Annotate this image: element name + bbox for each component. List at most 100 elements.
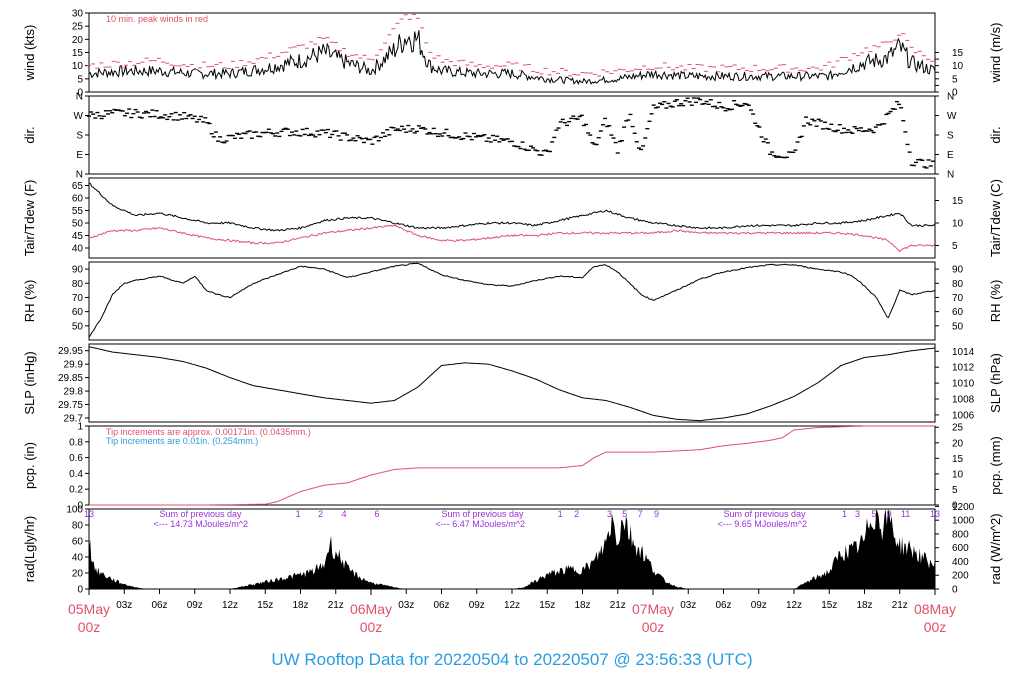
sun-marker-label: 5: [622, 509, 627, 519]
wind-right-tick-label: 5: [952, 74, 958, 85]
radiation-right-tick-label: 1000: [952, 516, 975, 527]
direction-right-tick-label: W: [947, 111, 957, 122]
daily-total-value: <--- 9.65 MJoules/m^2: [718, 519, 808, 529]
x-tick-label: 09z: [469, 600, 485, 611]
wind-left-tick-label: 15: [72, 48, 84, 59]
temperature-left-tick-label: 45: [72, 231, 84, 242]
sun-marker-label: 3: [607, 509, 612, 519]
x-tick-label: 09z: [751, 600, 767, 611]
x-tick-label: 18z: [292, 600, 308, 611]
sea-level-pressure-series-SLP: [88, 346, 936, 422]
radiation-left-tick-label: 40: [72, 553, 84, 564]
wind-right-tick-label: 10: [952, 61, 964, 72]
x-tick-label: 18z: [574, 600, 590, 611]
sun-marker-label: 9: [887, 509, 892, 519]
temperature-series-Tdew: [88, 224, 936, 253]
radiation-left-tick-label: 0: [77, 585, 83, 596]
relative-humidity-right-axis-label: RH (%): [988, 280, 1003, 323]
relative-humidity-left-tick-label: 60: [72, 307, 84, 318]
precipitation-right-tick-label: 15: [952, 454, 964, 465]
daily-total-value: <--- 6.47 MJoules/m^2: [436, 519, 526, 529]
relative-humidity-right-tick-label: 80: [952, 279, 964, 290]
x-tick-label: 15z: [821, 600, 837, 611]
x-tick-label: 06z: [433, 600, 449, 611]
x-tick-label: 12z: [222, 600, 238, 611]
sea-level-pressure-right-tick-label: 1008: [952, 394, 975, 405]
relative-humidity-left-tick-label: 90: [72, 265, 84, 276]
sun-marker-label: 4: [341, 509, 346, 519]
relative-humidity-right-tick-label: 70: [952, 293, 964, 304]
precipitation-right-tick-label: 0: [952, 501, 958, 512]
x-tick-label: 21z: [610, 600, 626, 611]
sea-level-pressure-left-axis-label: SLP (inHg): [22, 351, 37, 414]
x-tick-label: 15z: [539, 600, 555, 611]
relative-humidity-left-axis-label: RH (%): [22, 280, 37, 323]
radiation-left-tick-label: 60: [72, 537, 84, 548]
x-date-label: 00z: [924, 619, 947, 635]
temperature-right-tick-label: 15: [952, 196, 964, 207]
sun-marker-label: 11: [901, 509, 910, 519]
direction-right-axis-label: dir.: [988, 126, 1003, 143]
precipitation-right-tick-label: 20: [952, 438, 964, 449]
sea-level-pressure-left-tick-label: 29.75: [58, 400, 83, 411]
direction-left-tick-label: S: [76, 131, 83, 142]
sun-marker-label: 9: [654, 509, 659, 519]
x-tick-label: 09z: [187, 600, 203, 611]
daily-total-label: Sum of previous day: [442, 509, 525, 519]
sun-marker-label: 1: [558, 509, 563, 519]
x-date-label: 00z: [360, 619, 383, 635]
wind-right-axis-label: wind (m/s): [988, 23, 1003, 84]
radiation-left-tick-label: 100: [66, 505, 83, 516]
precipitation-left-tick-label: 0.6: [69, 453, 83, 464]
wind-left-tick-label: 20: [72, 35, 84, 46]
x-tick-label: 21z: [328, 600, 344, 611]
radiation-area: [89, 509, 935, 589]
x-date-label: 06May: [350, 601, 392, 617]
sea-level-pressure-left-tick-label: 29.7: [64, 413, 84, 424]
wind-left-tick-label: 0: [77, 88, 83, 99]
x-tick-label: 12z: [786, 600, 802, 611]
precipitation-left-tick-label: 0.8: [69, 437, 83, 448]
precipitation-right-tick-label: 5: [952, 485, 958, 496]
direction-right-tick-label: S: [947, 131, 954, 142]
sun-marker-label: 2: [574, 509, 579, 519]
x-tick-label: 03z: [398, 600, 414, 611]
temperature-left-tick-label: 50: [72, 219, 84, 230]
daily-total-label: Sum of previous day: [160, 509, 243, 519]
temperature-right-tick-label: 5: [952, 241, 958, 252]
direction-left-tick-label: E: [76, 150, 83, 161]
x-tick-label: 06z: [715, 600, 731, 611]
x-tick-label: 03z: [680, 600, 696, 611]
wind-left-tick-label: 10: [72, 61, 84, 72]
direction-right-tick-label: N: [947, 170, 954, 181]
x-date-label: 07May: [632, 601, 674, 617]
x-date-label: 08May: [914, 601, 956, 617]
precipitation-right-axis-label: pcp. (mm): [988, 436, 1003, 495]
direction-right-tick-label: E: [947, 150, 954, 161]
radiation-right-axis-label: rad (W/m^2): [988, 513, 1003, 584]
wind-left-axis-label: wind (kts): [22, 25, 37, 82]
sea-level-pressure-plot-frame: [88, 343, 936, 423]
radiation-right-tick-label: 0: [952, 585, 958, 596]
daily-total-value: <--- 14.73 MJoules/m^2: [154, 519, 249, 529]
wind-series-wind: [88, 30, 936, 86]
x-date-label: 05May: [68, 601, 110, 617]
sun-marker-label: 3: [855, 509, 860, 519]
precipitation-left-tick-label: 0.4: [69, 469, 83, 480]
wind-plot-frame: [88, 12, 936, 93]
x-tick-label: 18z: [856, 600, 872, 611]
relative-humidity-left-tick-label: 80: [72, 279, 84, 290]
relative-humidity-series-RH: [88, 262, 936, 338]
sea-level-pressure-left-tick-label: 29.85: [58, 373, 83, 384]
x-date-label: 00z: [78, 619, 101, 635]
direction-left-tick-label: W: [74, 111, 84, 122]
temperature-right-tick-label: 10: [952, 219, 964, 230]
peak-wind-note: 10 min. peak winds in red: [106, 14, 208, 24]
x-tick-label: 15z: [257, 600, 273, 611]
sea-level-pressure-right-tick-label: 1010: [952, 379, 975, 390]
wind-right-tick-label: 15: [952, 48, 964, 59]
sun-marker-label: 5: [871, 509, 876, 519]
radiation-right-tick-label: 400: [952, 557, 969, 568]
sea-level-pressure-right-tick-label: 1014: [952, 347, 975, 358]
